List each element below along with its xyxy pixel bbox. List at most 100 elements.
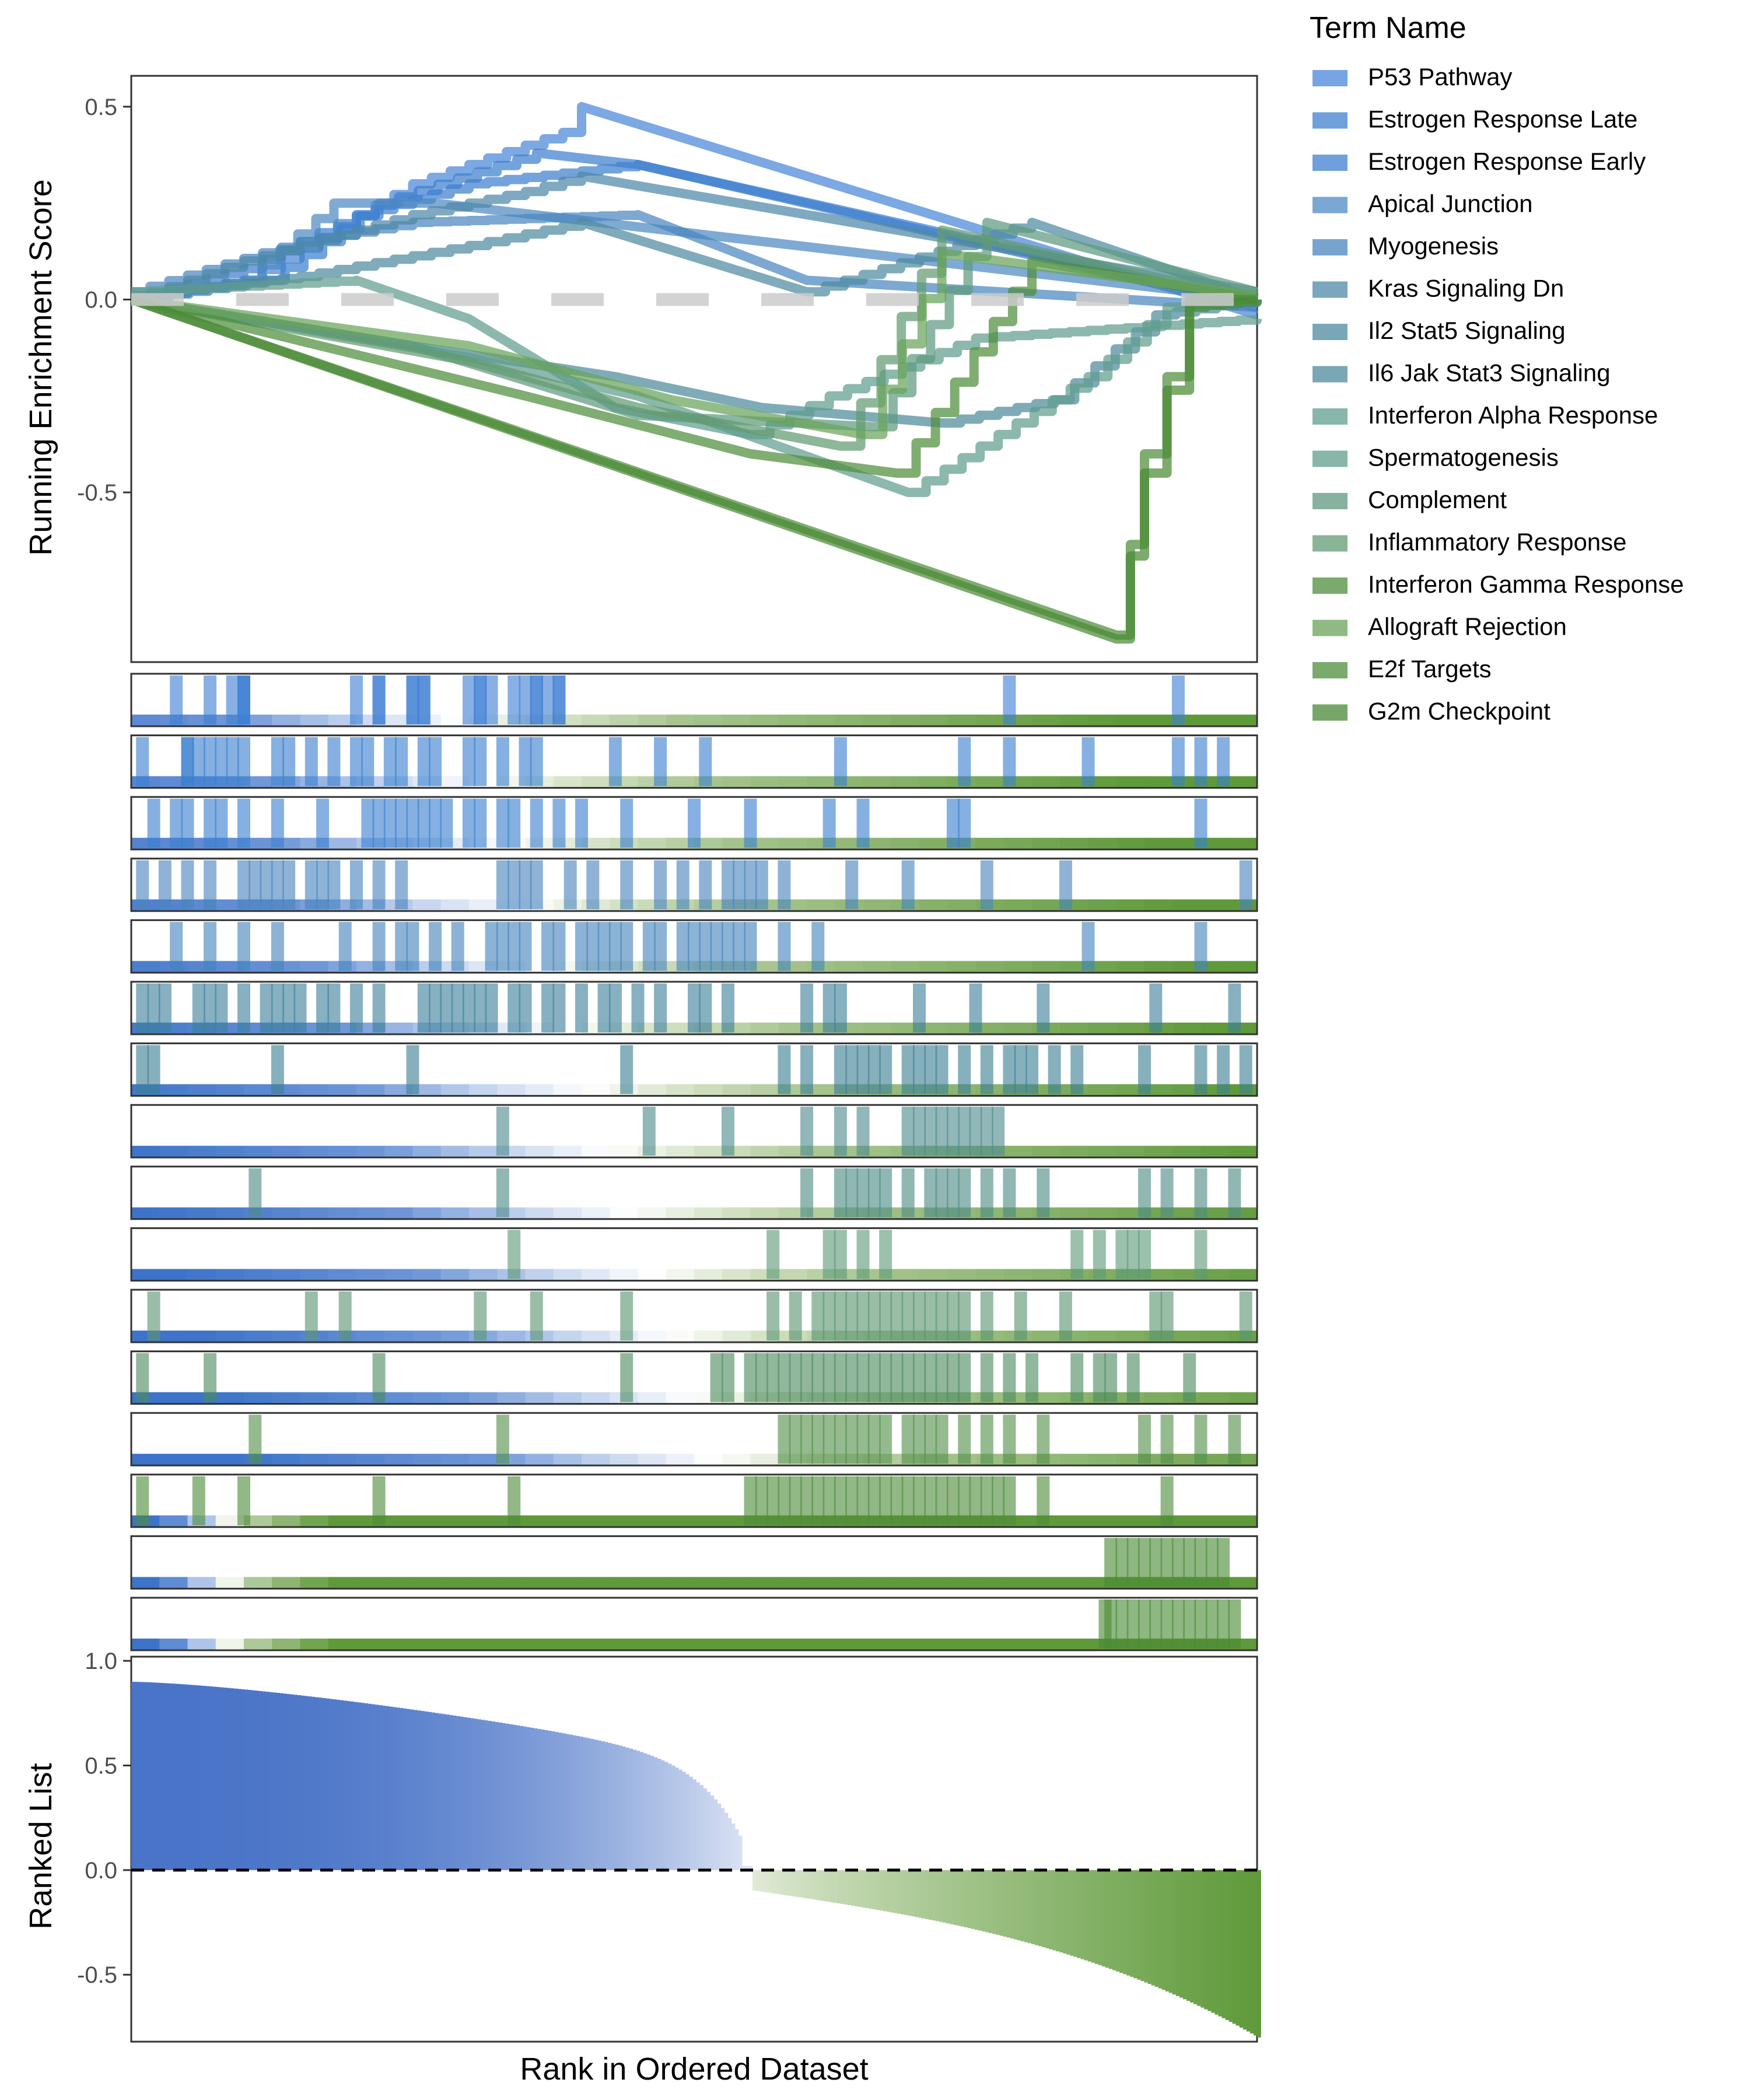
ranked-bar — [1126, 1870, 1130, 1976]
hit-strip-allograft-rejection — [130, 1474, 1258, 1528]
hit-strip-rank-band — [525, 1146, 554, 1158]
ranked-bar — [607, 1742, 612, 1870]
hit-bar — [867, 1045, 881, 1094]
hit-strip-rank-band — [187, 1331, 216, 1342]
ranked-bar — [1080, 1870, 1085, 1959]
hit-bar — [856, 1476, 870, 1525]
hit-bar — [1070, 1045, 1084, 1094]
hit-bar — [766, 1230, 780, 1279]
hit-strip-rank-band — [919, 1023, 949, 1034]
hit-bar — [530, 799, 543, 848]
ranked-bar — [611, 1744, 615, 1870]
hit-bar — [1205, 1538, 1219, 1587]
ranked-bar — [1186, 1870, 1191, 2001]
ranked-bar — [741, 1866, 746, 1870]
hit-bar — [744, 922, 757, 971]
ranked-bar — [660, 1760, 665, 1870]
hit-strip-rank-band — [610, 1577, 639, 1589]
hit-bar — [530, 737, 543, 786]
ranked-bar — [445, 1714, 450, 1870]
ranked-bar — [791, 1870, 796, 1896]
legend-swatch-il6-jak-stat3-signaling — [1312, 366, 1348, 383]
hit-bar — [1082, 922, 1095, 971]
hit-bar — [631, 984, 645, 1032]
hit-bar — [1149, 1600, 1163, 1648]
ranked-bar — [1010, 1870, 1014, 1939]
hit-strip-rank-band — [384, 1084, 414, 1096]
hit-strip-rank-band — [582, 1331, 611, 1342]
hit-bar — [778, 1476, 791, 1525]
hit-strip-rank-band — [750, 715, 779, 726]
hit-bar — [350, 860, 363, 909]
hit-strip-rank-band — [1088, 961, 1117, 973]
hit-bar — [474, 737, 487, 786]
hit-strip-rank-band — [638, 715, 667, 726]
hit-strip-rank-band — [356, 1207, 386, 1219]
es-line-interferon-gamma-response — [130, 256, 1258, 478]
hit-strip-rank-band — [919, 1577, 949, 1589]
ranked-bar — [1115, 1870, 1120, 1972]
hit-bar — [519, 737, 532, 786]
hit-strip-rank-band — [1060, 961, 1089, 973]
hit-bar — [249, 1168, 262, 1217]
hit-bar — [192, 1476, 205, 1525]
ranked-bar — [703, 1788, 707, 1870]
hit-strip-rank-band — [863, 899, 892, 911]
hit-bar — [170, 676, 183, 724]
legend-swatch-p53-pathway — [1312, 70, 1348, 86]
ranked-bar — [1130, 1870, 1135, 1977]
hit-bar — [608, 737, 622, 786]
hit-strip-rank-band — [1116, 1331, 1145, 1342]
hit-bar — [1171, 737, 1185, 786]
hit-strip-rank-band — [1144, 776, 1174, 788]
hit-strip-rank-band — [582, 1269, 611, 1281]
hit-strip-rank-band — [215, 1392, 244, 1404]
hit-strip-rank-band — [638, 1577, 667, 1589]
hit-bar — [699, 922, 712, 971]
hit-strip-rank-band — [666, 1023, 695, 1034]
hit-strip-rank-band — [919, 838, 949, 850]
hit-bar — [417, 984, 430, 1032]
ranked-bar — [300, 1695, 305, 1870]
hit-bar — [856, 1107, 870, 1156]
ranked-bar — [865, 1870, 870, 1909]
hit-strip-rank-band — [1116, 715, 1145, 726]
hit-bar — [147, 799, 160, 848]
ranked-bar — [328, 1699, 333, 1870]
hit-strip-rank-band — [863, 776, 892, 788]
hit-bar — [834, 984, 847, 1032]
hit-bar — [1093, 1353, 1106, 1402]
hit-strip-rank-band — [778, 776, 807, 788]
ranked-bar — [212, 1686, 216, 1870]
ranked-bar — [1045, 1870, 1049, 1948]
hit-bar — [1104, 1353, 1118, 1402]
ranked-bar — [890, 1870, 894, 1913]
hit-strip-rank-band — [525, 1577, 554, 1589]
hit-strip-rank-band — [384, 1269, 414, 1281]
hit-bar — [1149, 1292, 1163, 1340]
hit-strip-rank-band — [244, 838, 273, 850]
hit-bar — [879, 1230, 892, 1279]
hit-bar — [395, 860, 408, 909]
hit-strip-rank-band — [863, 838, 892, 850]
hit-bar — [1037, 1476, 1050, 1525]
hit-bar — [924, 1168, 937, 1217]
hit-bar — [1003, 1415, 1016, 1464]
hit-bar — [552, 984, 566, 1032]
hit-bar — [980, 1045, 993, 1094]
hit-strip-rank-band — [300, 1454, 329, 1466]
ranked-bar — [1172, 1870, 1177, 1995]
hit-bar — [474, 984, 487, 1032]
ranked-bar — [304, 1696, 309, 1870]
ranked-bar — [226, 1688, 231, 1870]
ranked-bar — [886, 1870, 891, 1912]
hit-bar — [1228, 984, 1241, 1032]
ranked-bar — [1161, 1870, 1166, 1990]
ranked-bar — [360, 1703, 365, 1870]
ranked-bar — [1073, 1870, 1078, 1957]
hit-bar — [958, 799, 971, 848]
ranked-bar — [770, 1870, 774, 1894]
hit-strip-rank-band — [412, 1331, 442, 1342]
ranked-bar — [1027, 1870, 1032, 1944]
hit-strip-rank-band — [553, 1577, 582, 1589]
